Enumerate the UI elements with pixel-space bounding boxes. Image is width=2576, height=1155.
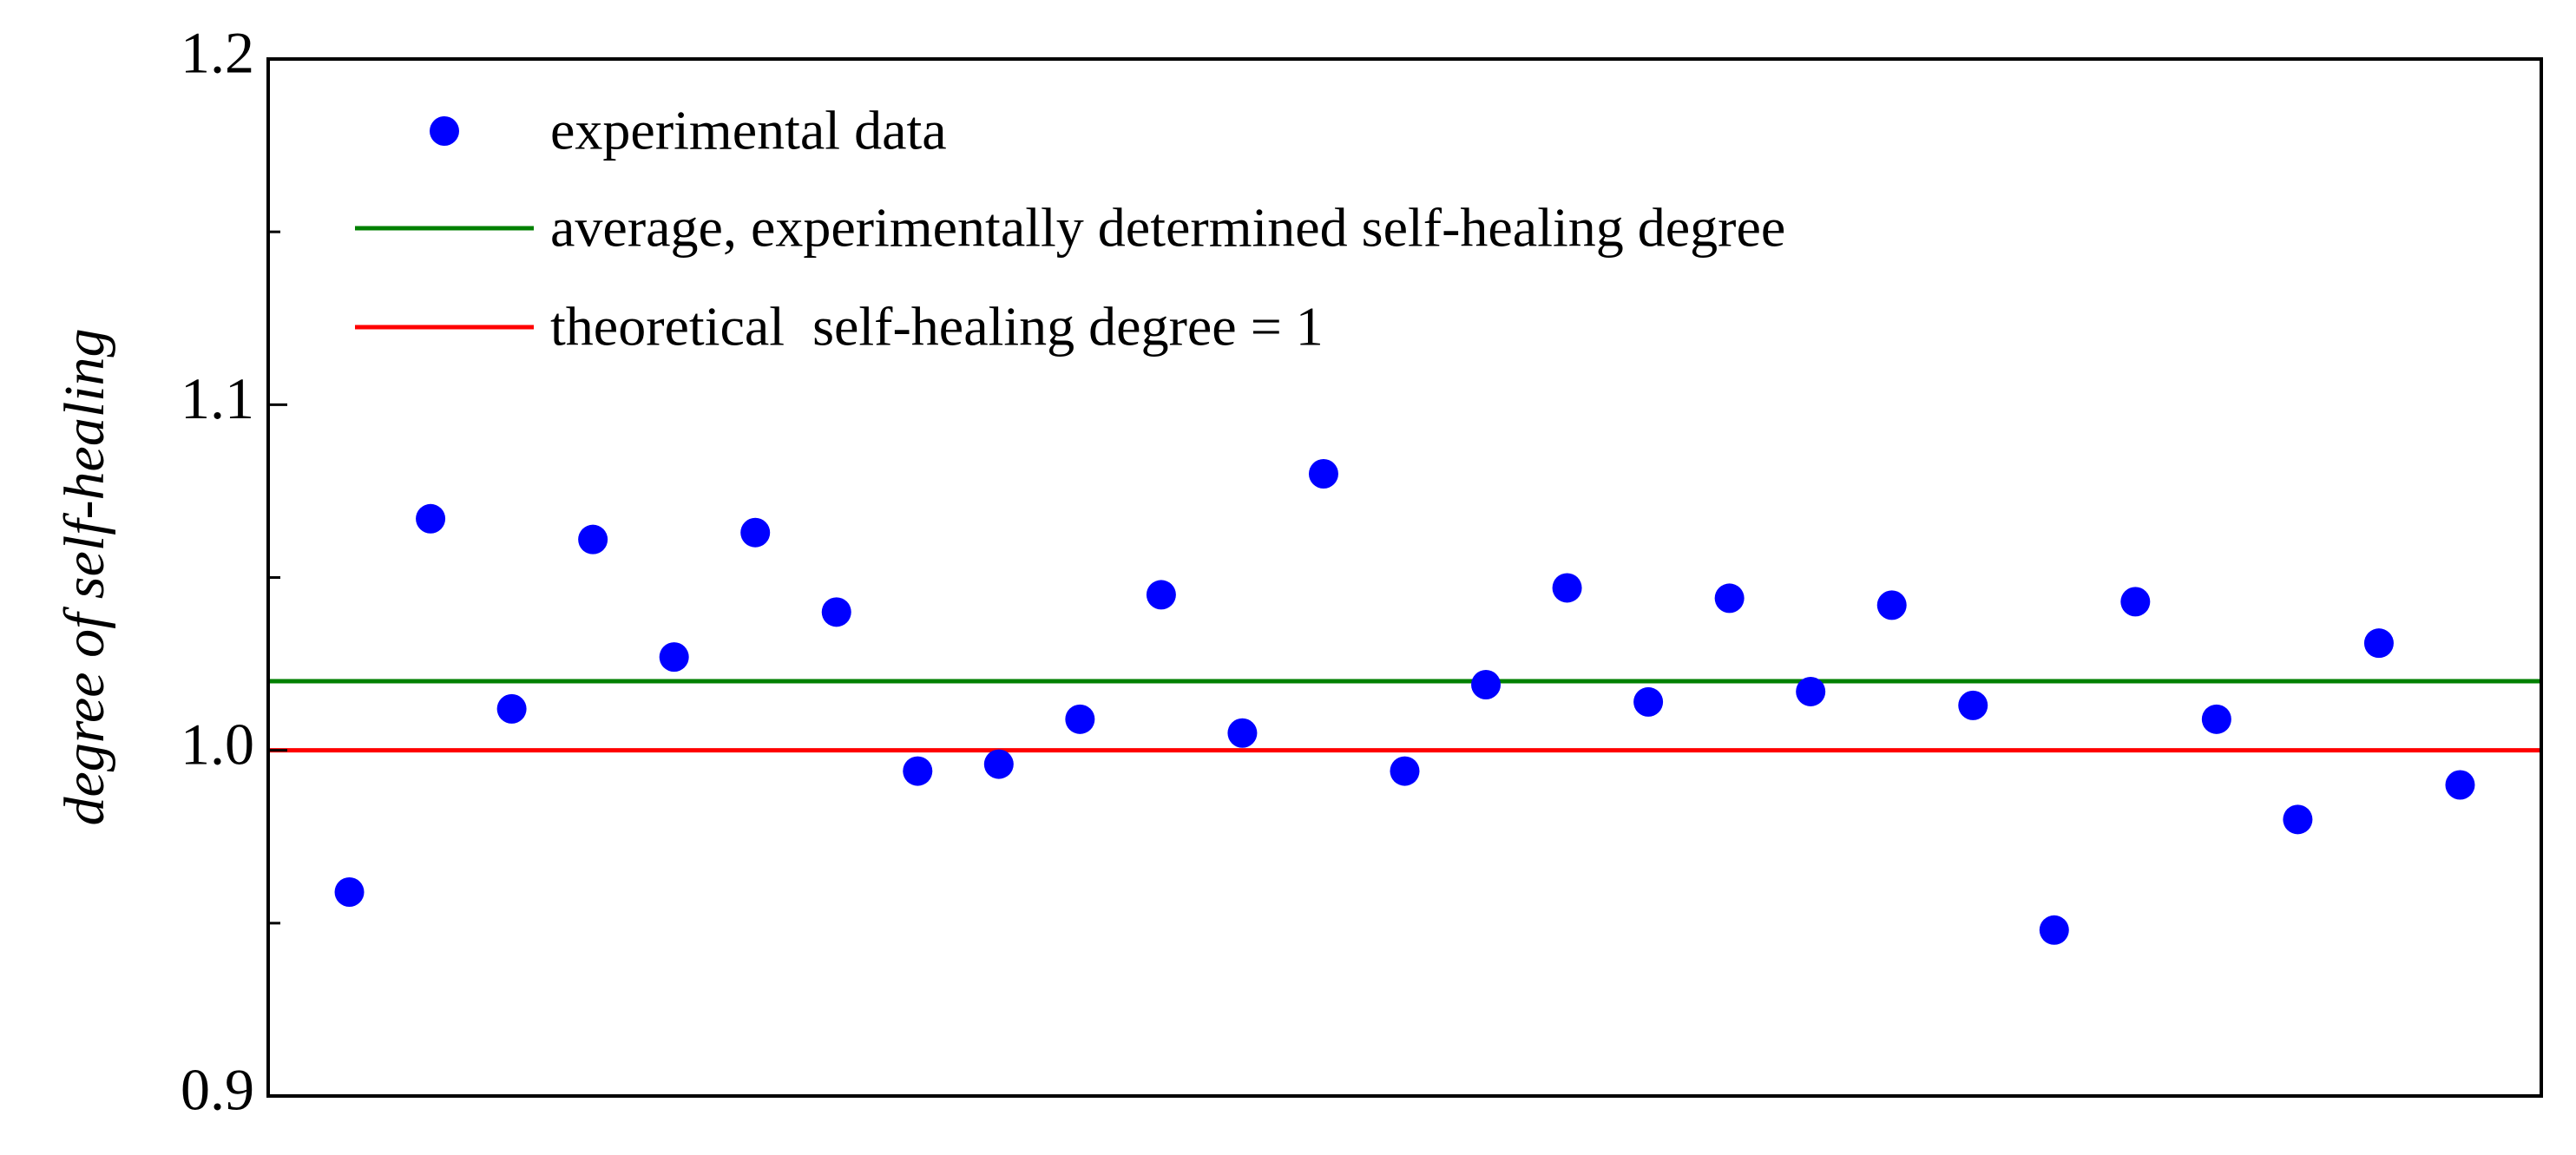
legend-marker bbox=[430, 116, 459, 146]
y-tick-label: 1.2 bbox=[181, 20, 254, 86]
data-point bbox=[1065, 704, 1095, 734]
data-point bbox=[1308, 459, 1338, 489]
data-point bbox=[2445, 770, 2475, 800]
legend-label: average, experimentally determined self-… bbox=[550, 197, 1785, 259]
legend-label: experimental data bbox=[550, 100, 947, 161]
y-tick-label: 0.9 bbox=[181, 1057, 254, 1123]
data-point bbox=[1146, 580, 1176, 610]
data-point bbox=[1958, 690, 1988, 720]
data-point bbox=[821, 597, 851, 627]
data-point bbox=[983, 749, 1014, 779]
plot-frame bbox=[266, 57, 2543, 1098]
data-point bbox=[1390, 756, 1420, 786]
data-point bbox=[903, 756, 933, 786]
data-point bbox=[578, 524, 608, 555]
data-point bbox=[1471, 669, 1502, 699]
data-point bbox=[740, 517, 771, 548]
data-point bbox=[2039, 915, 2069, 945]
data-point bbox=[1714, 583, 1745, 614]
data-point bbox=[1876, 590, 1907, 620]
data-point bbox=[334, 876, 365, 907]
y-tick-label: 1.1 bbox=[181, 365, 254, 431]
data-point bbox=[2120, 587, 2151, 617]
data-point bbox=[1227, 718, 1258, 748]
data-point bbox=[1552, 573, 1582, 603]
data-point bbox=[1796, 676, 1826, 706]
data-point bbox=[2363, 628, 2394, 659]
data-point bbox=[416, 503, 446, 534]
y-axis-label: degree of self-healing bbox=[53, 328, 116, 825]
data-point bbox=[2283, 804, 2313, 835]
y-tick-label: 1.0 bbox=[181, 711, 254, 777]
data-point bbox=[1633, 686, 1664, 717]
data-point bbox=[659, 642, 689, 673]
data-point bbox=[496, 693, 527, 724]
legend-label: theoretical self-healing degree = 1 bbox=[550, 296, 1324, 358]
data-point bbox=[2201, 704, 2231, 734]
